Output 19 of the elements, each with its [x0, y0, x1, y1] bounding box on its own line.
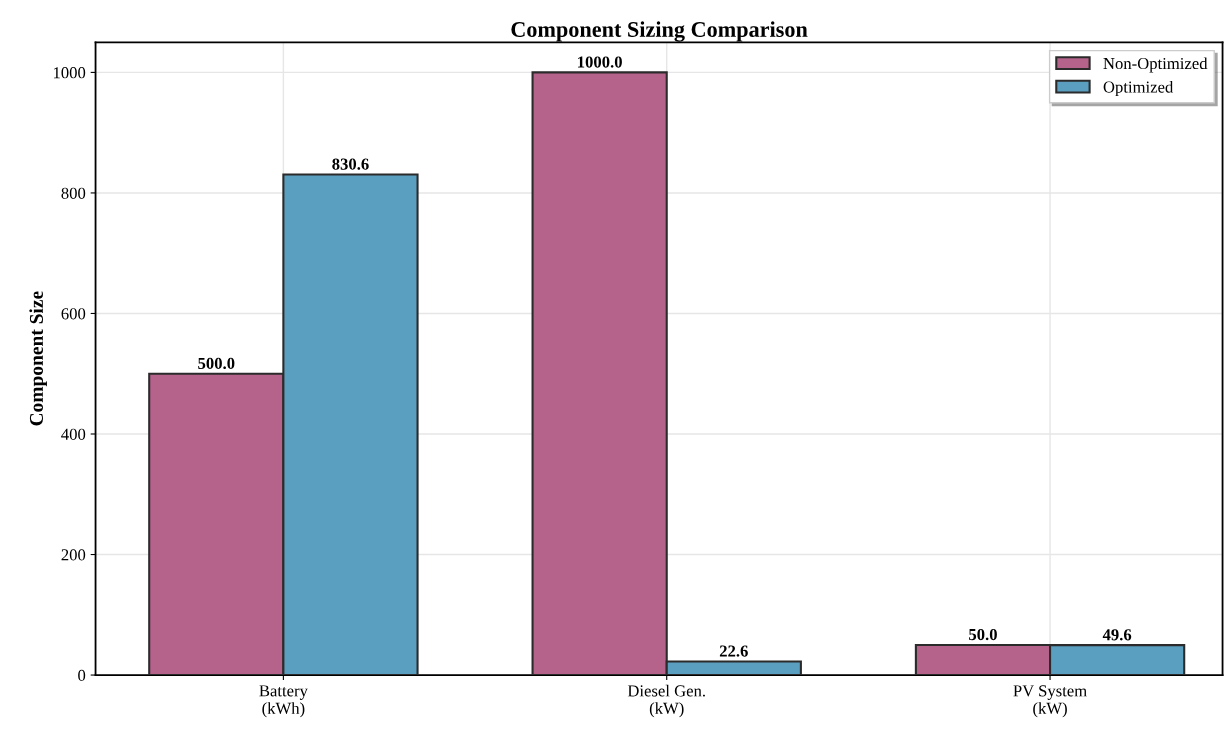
x-tick-label: Battery (kWh) [259, 685, 308, 718]
data-label: 50.0 [969, 628, 997, 641]
chart-title: Component Sizing Comparison [511, 21, 808, 42]
y-tick-label: 600 [61, 308, 86, 320]
data-label: 49.6 [1102, 629, 1132, 641]
x-tick-label: Diesel Gen. (kW) [627, 684, 705, 718]
y-tick-label: 1000 [53, 67, 86, 79]
y-tick-label: 0 [78, 669, 86, 681]
x-tick-label: PV System (kW) [1013, 685, 1087, 718]
y-tick-label: 400 [61, 428, 86, 440]
data-label: 500.0 [198, 357, 235, 370]
data-label: 22.6 [719, 645, 748, 657]
data-label: 830.6 [332, 158, 369, 170]
y-tick-label: 200 [61, 549, 86, 561]
y-axis-title: Component Size [29, 291, 47, 426]
y-tick-label: 800 [61, 187, 86, 199]
legend-label: Non-Optimized [1103, 57, 1208, 73]
legend-label: Optimized [1103, 80, 1174, 97]
data-label: 1000.0 [578, 56, 622, 68]
